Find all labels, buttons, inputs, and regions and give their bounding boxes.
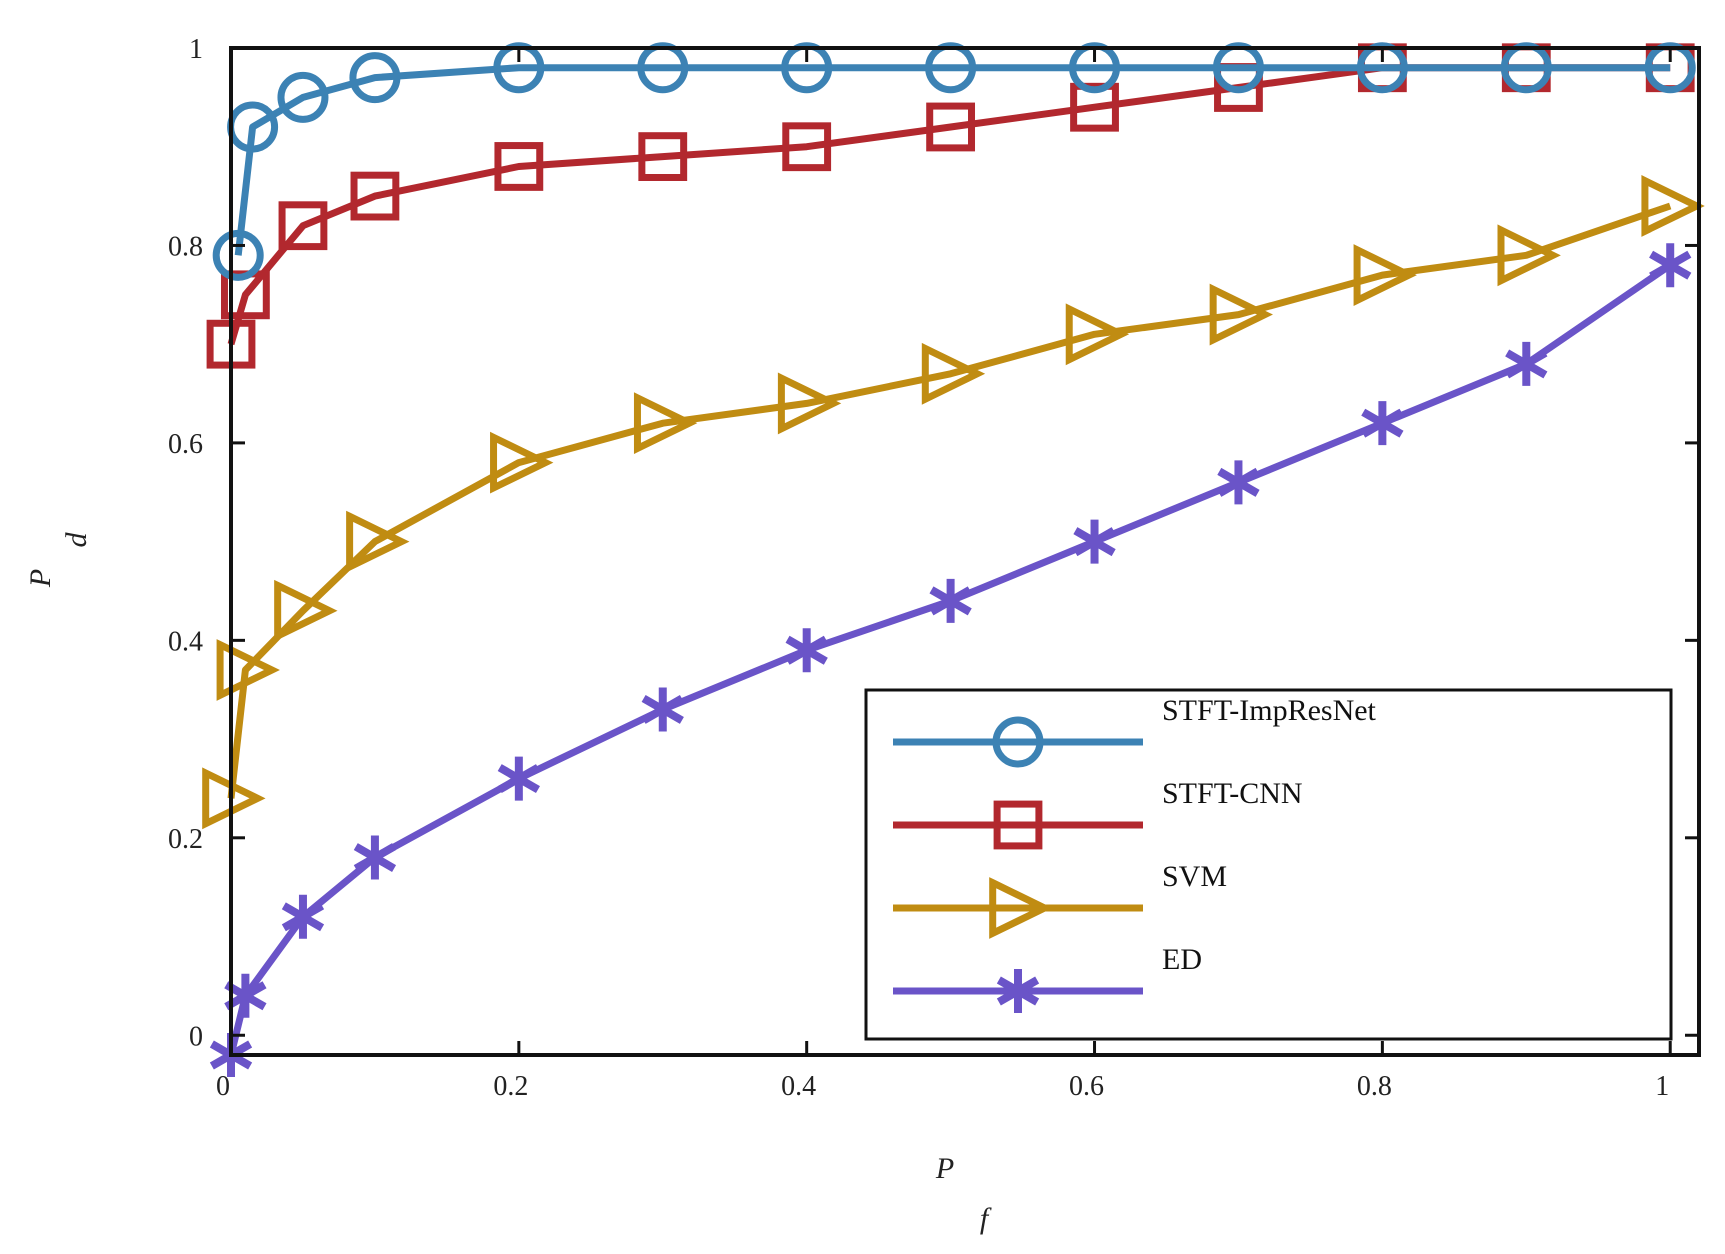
legend-label: SVM: [1162, 860, 1227, 893]
x-axis-label-subscript: f: [980, 1202, 992, 1235]
legend-marker: [993, 800, 1043, 850]
x-tick-label: 0.4: [781, 1071, 816, 1102]
legend-label: STFT-ImpResNet: [1162, 694, 1377, 727]
data-point: [1212, 42, 1264, 94]
data-point: [353, 835, 397, 880]
data-point: [1644, 42, 1696, 94]
legend-entry: SVM: [893, 860, 1227, 939]
data-point: [1361, 401, 1404, 446]
x-axis-label: P: [935, 1152, 954, 1185]
data-point: [929, 578, 972, 623]
y-axis-label: P: [24, 569, 57, 588]
legend-marker: [989, 877, 1053, 939]
x-tick-label: 0.2: [493, 1071, 528, 1102]
data-point: [638, 132, 688, 181]
data-point: [993, 800, 1043, 850]
plot-frame: [229, 46, 1701, 1057]
data-point: [925, 42, 977, 94]
data-point: [782, 122, 832, 172]
data-point: [1356, 42, 1408, 94]
data-point: [992, 716, 1044, 768]
y-axis-label-subscript: d: [60, 532, 93, 548]
data-point: [921, 342, 986, 405]
data-point: [1069, 42, 1121, 94]
series-layer: [202, 42, 1705, 1077]
x-tick-label: 1: [1655, 1071, 1669, 1102]
legend-entry: ED: [893, 943, 1202, 1013]
series-stft-cnn: [206, 43, 1695, 369]
data-point: [633, 392, 698, 455]
data-point: [785, 628, 828, 673]
series-svm: [202, 175, 1705, 830]
data-point: [1505, 341, 1548, 386]
data-point: [781, 42, 833, 94]
y-tick-label: 0.2: [168, 824, 203, 855]
y-tick-label: 0.8: [168, 231, 203, 262]
legend-label: ED: [1162, 943, 1202, 976]
y-tick-label: 0: [189, 1021, 203, 1052]
data-point: [494, 142, 544, 191]
data-point: [777, 372, 842, 435]
ticks-layer: 0 0.2 0.4 0.6 0.8 1 0 0.2 0.4 0.6 0.8 1: [168, 34, 1699, 1102]
data-point: [1065, 303, 1130, 366]
data-point: [278, 201, 328, 251]
data-point: [926, 102, 976, 152]
data-point: [216, 639, 280, 701]
data-point: [1353, 244, 1417, 306]
data-point: [490, 431, 554, 494]
data-point: [1217, 460, 1260, 505]
legend-marker: [996, 969, 1040, 1013]
series-line: [227, 202, 1672, 799]
data-point: [1500, 42, 1552, 94]
series-line: [234, 64, 1671, 256]
y-tick-label: 0.4: [168, 626, 203, 657]
data-point: [989, 877, 1053, 939]
data-point: [212, 229, 264, 281]
data-point: [281, 894, 325, 939]
data-point: [1641, 175, 1705, 237]
legend-entry: STFT-CNN: [893, 777, 1303, 850]
series-stft-impresnet: [212, 42, 1696, 281]
data-point: [277, 71, 329, 123]
legend-marker: [992, 716, 1044, 768]
data-point: [996, 969, 1040, 1013]
series-ed: [209, 243, 1692, 1077]
data-point: [637, 42, 689, 94]
y-tick-label: 1: [189, 34, 203, 65]
x-tick-label: 0.8: [1357, 1071, 1392, 1102]
y-tick-label: 0.6: [168, 429, 203, 460]
data-point: [1209, 283, 1273, 346]
legend-entry: STFT-ImpResNet: [893, 694, 1377, 768]
legend-label: STFT-CNN: [1162, 777, 1303, 810]
data-point: [1073, 519, 1116, 564]
x-tick-label: 0.6: [1069, 1071, 1104, 1102]
legend: STFT-ImpResNet STFT-CNN SVM ED: [864, 688, 1673, 1041]
data-point: [1497, 224, 1561, 287]
data-point: [1649, 243, 1692, 288]
data-point: [346, 510, 410, 573]
data-point: [493, 42, 545, 94]
data-point: [350, 171, 400, 221]
x-tick-label: 0: [216, 1071, 230, 1102]
data-point: [641, 687, 684, 732]
data-point: [274, 579, 338, 642]
data-point: [497, 756, 540, 801]
data-point: [349, 52, 401, 104]
